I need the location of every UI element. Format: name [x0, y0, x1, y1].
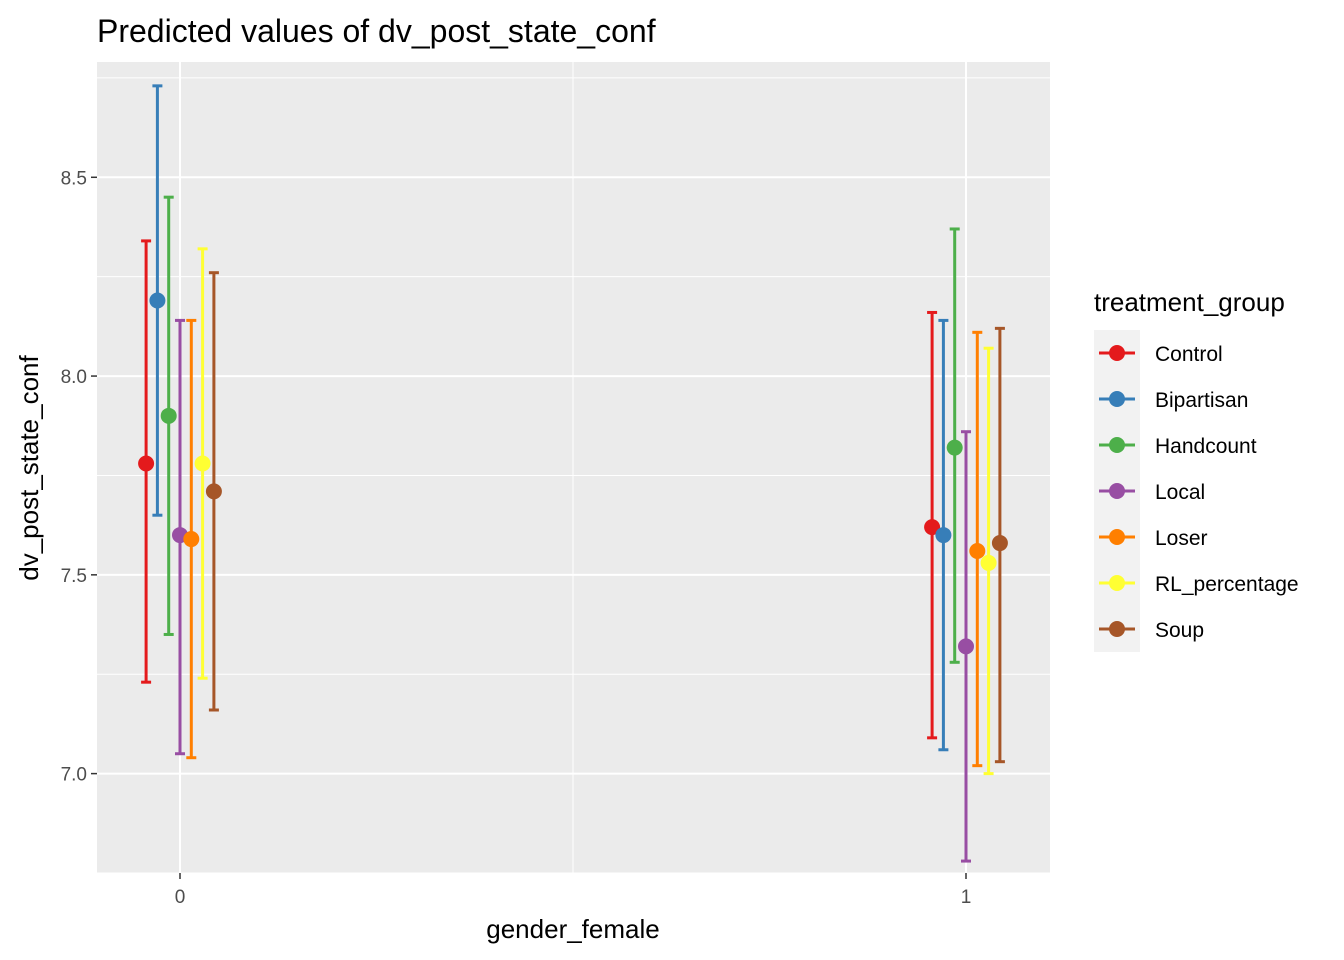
data-point: [138, 455, 155, 472]
legend-point: [1109, 529, 1125, 545]
legend-point: [1109, 391, 1125, 407]
legend-label: Local: [1155, 481, 1205, 504]
legend-item-loser: Loser: [1099, 527, 1208, 550]
series-loser: [183, 318, 986, 768]
legend-label: Handcount: [1155, 435, 1257, 458]
legend-point: [1109, 345, 1125, 361]
data-point: [924, 519, 941, 536]
y-axis-title: dv_post_state_conf: [14, 354, 44, 580]
legend-item-local: Local: [1099, 481, 1205, 504]
axes: 7.0 7.5 8.0 8.5 0 1: [61, 168, 972, 908]
data-point: [149, 292, 166, 309]
legend-item-rl-percentage: RL_percentage: [1099, 573, 1299, 596]
legend-label: Soup: [1155, 619, 1204, 642]
legend-label: Bipartisan: [1155, 389, 1248, 412]
x-axis-title: gender_female: [486, 914, 659, 944]
series-local: [172, 318, 974, 863]
legend-point: [1109, 621, 1125, 637]
y-tick-label-0: 7.0: [61, 765, 87, 786]
data-layer: [138, 84, 1008, 863]
data-point: [946, 439, 963, 456]
legend-point: [1109, 575, 1125, 591]
y-tick-label-3: 8.5: [61, 168, 87, 189]
legend-item-control: Control: [1099, 343, 1223, 366]
data-point: [958, 638, 974, 655]
data-point: [969, 542, 986, 559]
legend-label: Loser: [1155, 527, 1208, 550]
chart-title: Predicted values of dv_post_state_conf: [97, 13, 656, 49]
legend: treatment_group Control Bipartisan Handcou…: [1094, 287, 1299, 652]
x-tick-label-0: 0: [175, 887, 186, 908]
data-point: [194, 455, 211, 472]
legend-label: Control: [1155, 343, 1223, 366]
legend-label: RL_percentage: [1155, 573, 1299, 596]
y-tick-label-2: 8.0: [61, 367, 87, 388]
data-point: [205, 483, 222, 500]
series-rl-percentage: [194, 247, 997, 776]
data-point: [160, 407, 177, 424]
data-point: [980, 554, 997, 571]
series-soup: [205, 271, 1008, 764]
legend-item-soup: Soup: [1099, 619, 1204, 642]
legend-item-handcount: Handcount: [1099, 435, 1257, 458]
data-point: [935, 527, 952, 544]
legend-point: [1109, 437, 1125, 453]
legend-item-bipartisan: Bipartisan: [1099, 389, 1248, 412]
y-tick-label-1: 7.5: [61, 566, 87, 587]
x-tick-label-1: 1: [961, 887, 972, 908]
legend-point: [1109, 483, 1125, 499]
data-point: [183, 531, 200, 548]
series-bipartisan: [149, 84, 952, 752]
legend-title: treatment_group: [1094, 287, 1285, 317]
series-control: [138, 239, 941, 740]
series-handcount: [160, 195, 963, 664]
data-point: [991, 535, 1008, 552]
